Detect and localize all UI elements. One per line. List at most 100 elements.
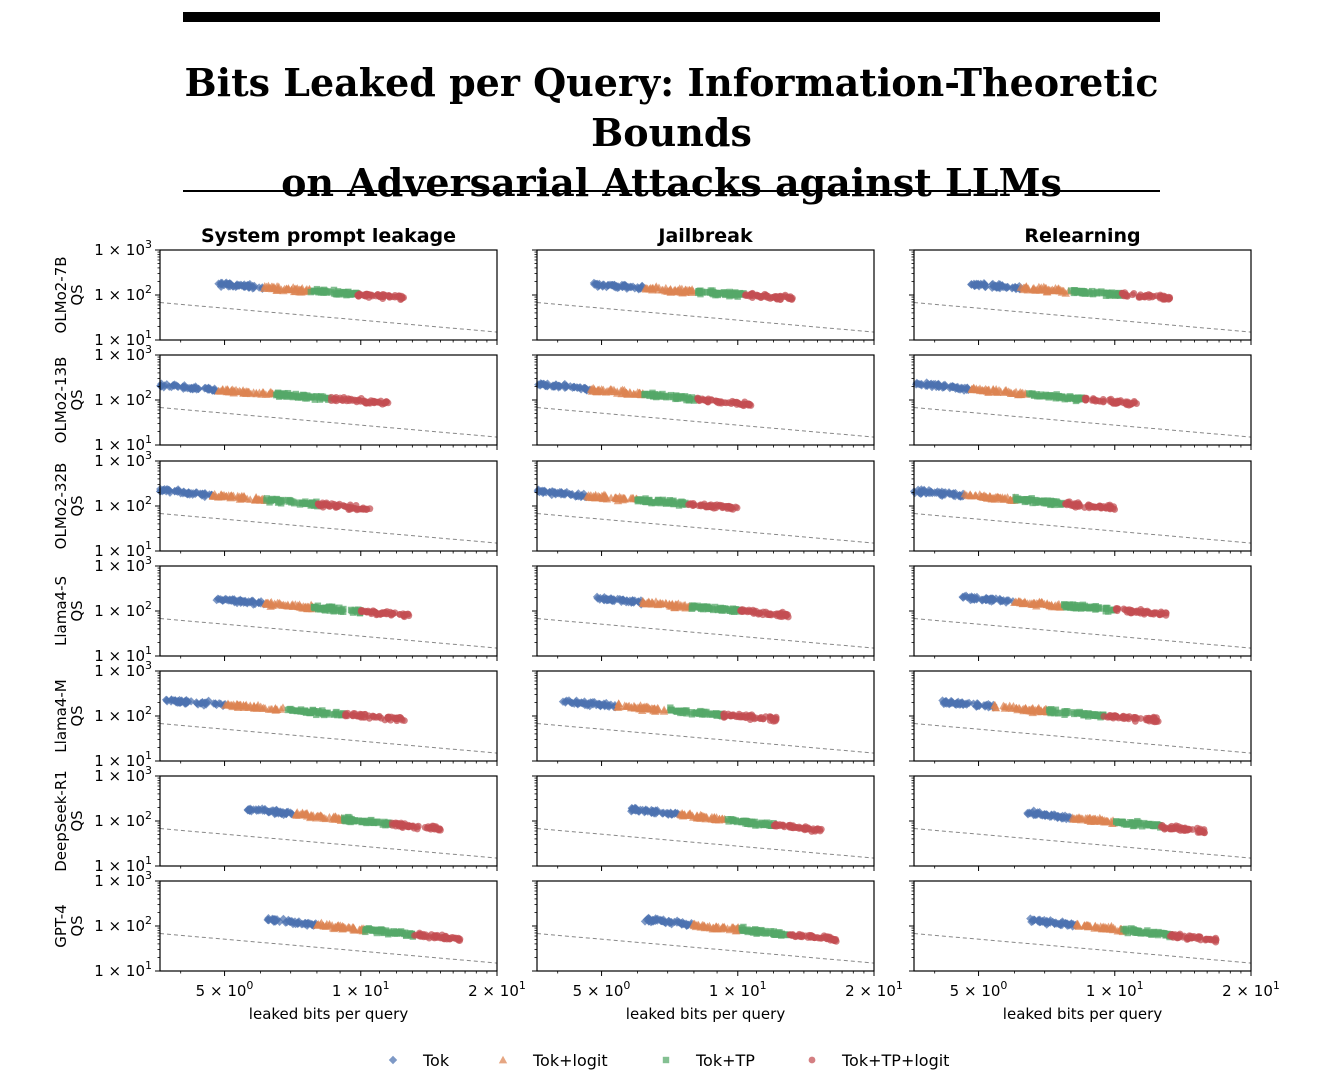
panel-5-2 — [909, 775, 1252, 871]
data-point-tok-tp — [664, 498, 671, 505]
reference-line — [159, 513, 498, 544]
data-point-tok-tp — [1028, 496, 1035, 504]
data-point-tok-tp-logit — [757, 713, 765, 721]
data-point-tok-tp — [1090, 604, 1097, 611]
data-point-tok-tp — [639, 498, 647, 505]
data-point-tok — [576, 492, 586, 502]
data-point-tok-tp — [303, 708, 310, 716]
data-point-tok-tp-logit — [759, 608, 767, 616]
data-point-tok-tp-logit — [359, 291, 367, 299]
data-point-tok-tp — [315, 394, 322, 401]
data-point-tok — [191, 383, 201, 393]
reference-line — [536, 618, 875, 649]
data-point-tok-tp-logit — [1107, 712, 1114, 719]
data-point-tok-tp — [293, 707, 301, 715]
data-point-tok-tp — [677, 393, 684, 400]
data-point-tok-tp-logit — [1100, 713, 1108, 720]
data-point-tok-logit — [996, 387, 1005, 395]
data-point-tok-tp-logit — [454, 936, 462, 944]
reference-line — [159, 302, 498, 333]
data-point-tok-tp-logit — [696, 396, 703, 404]
data-point-tok-tp-logit — [733, 399, 741, 406]
data-point-tok-tp — [362, 926, 369, 934]
panel-3-2 — [909, 565, 1252, 661]
data-point-tok-tp-logit — [773, 822, 780, 830]
data-point-tok-tp — [1072, 397, 1080, 405]
data-point-tok-tp — [742, 820, 749, 827]
data-point-tok-logit — [229, 491, 238, 500]
data-point-tok-tp — [644, 390, 651, 398]
data-point-tok-logit — [1022, 282, 1031, 290]
panel-6-1 — [532, 880, 875, 976]
data-point-tok-tp-logit — [1199, 827, 1207, 835]
data-point-tok-tp-logit — [746, 716, 754, 723]
data-point-tok-tp-logit — [1130, 398, 1138, 405]
data-point-tok-tp — [358, 818, 365, 826]
reference-line — [913, 723, 1252, 754]
data-point-tok-tp-logit — [420, 932, 428, 940]
data-point-tok-tp — [381, 820, 389, 827]
panel-5-1 — [532, 775, 875, 871]
data-point-tok — [556, 490, 566, 499]
data-point-tok-tp-logit — [404, 610, 412, 618]
data-point-tok-tp-logit — [1157, 608, 1165, 616]
data-point-tok-tp — [1030, 392, 1038, 399]
data-point-tok-logit — [645, 284, 654, 293]
data-point-tok-logit — [597, 385, 606, 393]
data-point-tok-tp-logit — [384, 713, 392, 721]
data-point-tok-tp — [1130, 819, 1138, 827]
panel-6-0 — [155, 880, 498, 976]
data-point-tok-tp-logit — [766, 610, 774, 618]
data-point-tok-tp — [323, 289, 330, 296]
data-point-tok-tp — [317, 288, 324, 295]
data-point-tok-tp — [1103, 604, 1110, 612]
data-point-tok-logit — [618, 385, 627, 394]
data-point-tok — [165, 382, 174, 391]
panel-2-2 — [909, 460, 1252, 556]
data-point-tok-logit — [621, 388, 631, 397]
data-point-tok-tp — [1042, 392, 1049, 399]
data-point-tok-tp-logit — [778, 821, 786, 829]
data-point-tok — [598, 281, 607, 290]
data-point-tok — [180, 383, 190, 393]
data-point-tok-tp-logit — [745, 401, 753, 409]
reference-line — [159, 723, 498, 754]
data-point-tok-logit — [224, 387, 233, 395]
data-point-tok-logit — [266, 284, 275, 292]
panel-0-0 — [155, 249, 498, 345]
data-point-tok-tp-logit — [357, 607, 365, 614]
data-point-tok — [573, 383, 582, 393]
data-point-tok-tp-logit — [323, 499, 330, 507]
data-point-tok-tp-logit — [383, 398, 390, 406]
data-point-tok-tp-logit — [1112, 604, 1120, 612]
data-point-tok-logit — [674, 286, 683, 294]
paper-title: Bits Leaked per Query: Information-Theor… — [160, 58, 1183, 208]
data-point-tok-tp — [748, 818, 756, 825]
data-point-tok-tp-logit — [361, 713, 369, 721]
data-point-tok-tp — [720, 606, 728, 613]
data-point-tok — [613, 283, 622, 293]
data-point-tok-logit — [1058, 286, 1068, 295]
data-point-tok-logit — [273, 285, 282, 293]
data-point-tok-logit — [298, 284, 307, 292]
data-point-tok-tp-logit — [352, 505, 359, 512]
data-point-tok-tp — [1062, 601, 1070, 609]
data-point-tok-tp-logit — [1118, 289, 1126, 297]
data-point-tok-logit — [592, 387, 602, 396]
data-point-tok-tp — [294, 393, 302, 401]
data-point-tok-tp — [289, 393, 297, 401]
data-point-tok-tp-logit — [718, 502, 726, 509]
data-point-tok-tp — [340, 605, 347, 613]
data-point-tok-tp-logit — [803, 825, 810, 833]
data-point-tok-tp — [1082, 604, 1089, 611]
data-point-tok — [537, 487, 546, 496]
data-point-tok — [963, 383, 972, 393]
data-point-tok-tp — [268, 496, 275, 503]
panel-5-0 — [155, 775, 498, 871]
data-point-tok — [949, 382, 959, 392]
data-point-tok-logit — [239, 389, 248, 397]
data-point-tok-logit — [654, 285, 663, 294]
data-point-tok-tp-logit — [1182, 826, 1190, 834]
data-point-tok-tp — [688, 394, 696, 401]
